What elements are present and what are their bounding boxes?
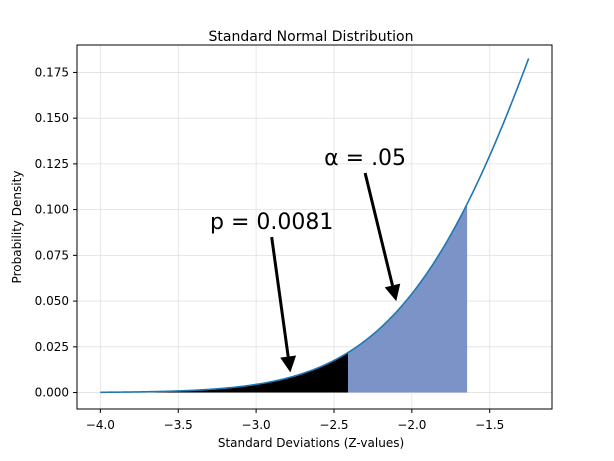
y-tick-label: 0.000 — [35, 386, 69, 400]
annotation-text: p = 0.0081 — [210, 210, 333, 235]
curve-layer — [100, 58, 530, 394]
x-tick-label: −3.0 — [242, 418, 271, 432]
x-tick-label: −2.0 — [397, 418, 426, 432]
x-tick-label: −2.5 — [319, 418, 348, 432]
x-axis-label: Standard Deviations (Z-values) — [218, 436, 404, 450]
ticks: −4.0 −3.5 −3.0 −2.5 −2.0 −1.5 0.000 0.025 0.050 0… — [35, 65, 505, 432]
grid — [77, 45, 552, 409]
y-axis-label: Probability Density — [10, 171, 24, 284]
x-tick-label: −4.0 — [86, 418, 115, 432]
shaded-regions — [100, 203, 468, 393]
y-tick-label: 0.175 — [35, 65, 69, 79]
y-tick-label: 0.025 — [35, 340, 69, 354]
annotation-arrow-head — [384, 283, 401, 302]
annotation-arrow-shaft — [363, 172, 394, 286]
y-tick-label: 0.100 — [35, 203, 69, 217]
plot-frame — [76, 44, 553, 410]
annotation-text: α = .05 — [324, 146, 406, 171]
chart-title: Standard Normal Distribution — [209, 29, 414, 45]
pdf-curve — [100, 58, 530, 394]
annotations: α = .05 p = 0.0081 — [210, 146, 406, 373]
x-tick-label: −1.5 — [475, 418, 504, 432]
y-tick-label: 0.050 — [35, 294, 69, 308]
shaded-region — [100, 352, 348, 393]
annotation-arrow-head — [280, 355, 297, 373]
x-tick-label: −3.5 — [164, 418, 193, 432]
y-tick-label: 0.075 — [35, 248, 69, 262]
annotation-arrow-shaft — [270, 236, 290, 357]
shaded-region — [100, 203, 468, 393]
y-tick-label: 0.125 — [35, 157, 69, 171]
y-tick-label: 0.150 — [35, 111, 69, 125]
